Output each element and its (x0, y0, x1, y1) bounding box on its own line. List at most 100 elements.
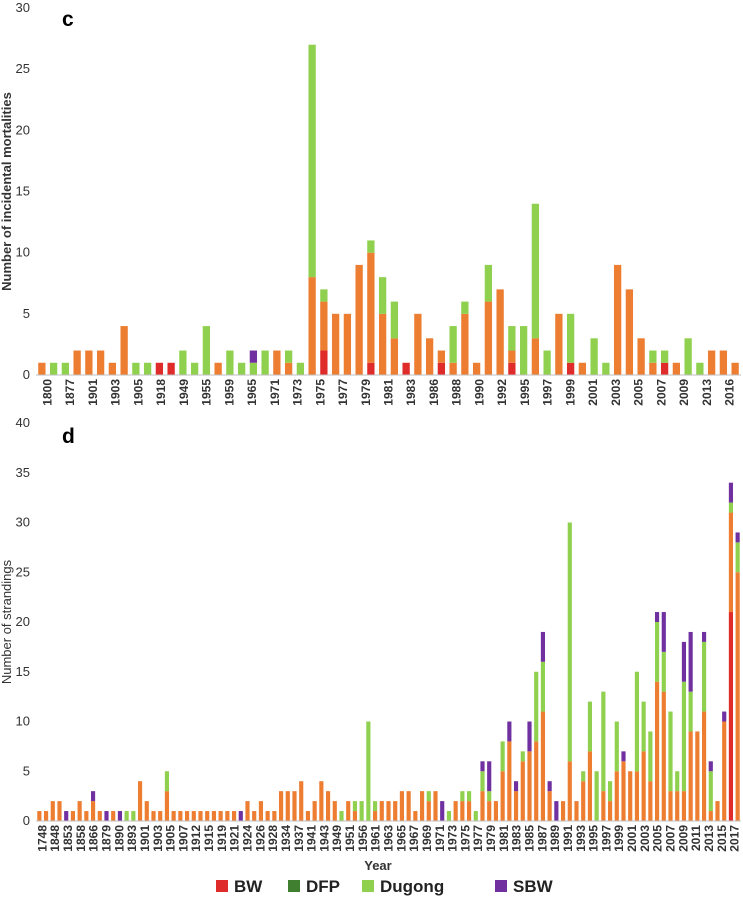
bar-segment-orange (70, 811, 76, 821)
x-tick-label: 1949 (177, 379, 191, 406)
x-tick-label: 1973 (291, 379, 305, 406)
bar-segment-orange (648, 781, 653, 821)
bar-segment-purple (554, 801, 559, 821)
bar-segment-purple (654, 612, 660, 622)
bar-segment-orange (85, 350, 93, 375)
bar-segment-orange (379, 801, 384, 821)
x-tick-label: 1890 (112, 825, 126, 852)
x-tick-label: 1967 (407, 825, 421, 852)
bar-segment-orange (625, 289, 634, 375)
x-tick-label: 2017 (728, 825, 742, 852)
bar-segment-orange (273, 350, 281, 375)
bar-segment-orange (654, 681, 660, 821)
bar-segment-orange (461, 313, 469, 375)
bar-segment-purple (708, 761, 713, 772)
bar-segment-purple (513, 781, 519, 792)
bar-segment-orange (378, 313, 387, 375)
bar-segment-green (567, 522, 572, 762)
legend: BW DFP Dugong SBW (216, 877, 554, 896)
bar-segment-orange (50, 801, 55, 821)
bar-segment-orange (393, 801, 398, 821)
bar-segment-orange (637, 338, 645, 375)
x-tick-label: 1991 (561, 825, 575, 852)
bar-segment-green (179, 350, 187, 375)
bar-segment-orange (587, 751, 593, 821)
bar-segment-green (654, 622, 660, 682)
bar-segment-purple (480, 761, 485, 772)
x-tick-label: 1853 (61, 825, 75, 852)
bar-segment-green (449, 326, 457, 363)
x-tick-label: 1981 (382, 379, 396, 406)
bar-segment-green (249, 362, 258, 375)
x-tick-label: 2009 (677, 379, 691, 406)
bar-segment-green (367, 240, 375, 253)
bar-segment-orange (164, 791, 170, 821)
legend-label-dfp: DFP (306, 877, 340, 896)
x-tick-label: 1999 (612, 825, 626, 852)
bar-segment-green (590, 338, 598, 375)
bar-segment-purple (90, 791, 96, 802)
bar-segment-purple (440, 801, 445, 821)
bar-segment-green (728, 502, 734, 513)
bar-segment-orange (390, 338, 399, 375)
bar-segment-purple (540, 631, 546, 662)
bar-segment-orange (425, 338, 434, 375)
bar-segment-green (143, 362, 152, 375)
bar-segment-red (320, 350, 328, 375)
x-tick-label: 1979 (484, 825, 498, 852)
bar-segment-green (634, 671, 640, 772)
bar-segment-green (124, 811, 129, 821)
bar-segment-green (49, 362, 58, 375)
bar-segment-orange (578, 362, 587, 375)
bar-segment-orange (108, 362, 117, 375)
x-tick-label: 1951 (343, 825, 357, 852)
bar-segment-purple (681, 641, 687, 682)
x-tick-label: 1959 (222, 379, 236, 406)
bar-segment-orange (574, 801, 579, 821)
bar-segment-orange (278, 791, 284, 821)
x-tick-label: 1858 (74, 825, 88, 852)
bar-segment-orange (581, 781, 586, 821)
bar-segment-orange (171, 811, 176, 821)
bar-segment-orange (707, 350, 716, 375)
bar-segment-green (607, 781, 613, 802)
x-tick-label: 2015 (715, 825, 729, 852)
bar-segment-orange (184, 811, 190, 821)
bar-segment-green (461, 301, 469, 314)
x-tick-label: 1903 (109, 379, 123, 406)
bar-segment-orange (675, 791, 680, 821)
x-tick-label: 1748 (35, 825, 49, 852)
bar-segment-green (602, 362, 610, 375)
bar-segment-green (284, 350, 293, 363)
x-tick-label: 2007 (664, 825, 678, 852)
bar-segment-orange (305, 811, 311, 821)
bar-segment-orange (735, 572, 740, 821)
bar-segment-purple (722, 711, 727, 722)
bar-segment-purple (547, 781, 552, 792)
bar-segment-green (61, 362, 70, 375)
x-tick-label: 1937 (292, 825, 306, 852)
bar-segment-red (566, 362, 575, 375)
bar-segment-green (460, 791, 465, 802)
x-tick-label: 1990 (473, 379, 487, 406)
y-tick-label: 30 (16, 0, 30, 15)
bar-segment-green (519, 326, 528, 375)
x-tick-label: 2003 (638, 825, 652, 852)
x-tick-label: 1977 (336, 379, 350, 406)
panel-d: d 0 5 10 15 20 25 30 35 40 Number of strandings 174… (0, 415, 742, 873)
bar-segment-green (487, 791, 492, 802)
bar-segment-orange (433, 791, 438, 821)
bar-segment-orange (320, 301, 328, 351)
panel-letter: c (62, 8, 74, 31)
bar-segment-green (587, 701, 593, 752)
x-tick-label: 1903 (151, 825, 165, 852)
bar-segment-orange (211, 811, 217, 821)
bar-segment-orange (547, 791, 552, 821)
x-tick-label: 1969 (420, 825, 434, 852)
bar-segment-purple (728, 482, 734, 503)
bar-segment-purple (249, 350, 258, 363)
bar-segment-green (202, 326, 211, 375)
bar-segment-orange (466, 801, 472, 821)
bar-segment-orange (292, 791, 297, 821)
x-tick-label: 1866 (87, 825, 101, 852)
